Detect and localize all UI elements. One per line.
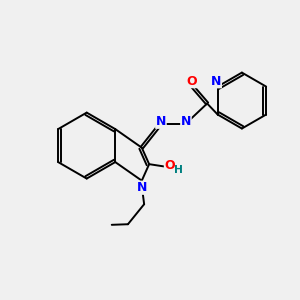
- Text: N: N: [136, 181, 147, 194]
- Text: H: H: [174, 165, 183, 175]
- Text: N: N: [156, 115, 166, 128]
- Text: O: O: [187, 75, 197, 88]
- Text: N: N: [211, 75, 221, 88]
- Text: O: O: [164, 159, 175, 172]
- Text: N: N: [181, 115, 191, 128]
